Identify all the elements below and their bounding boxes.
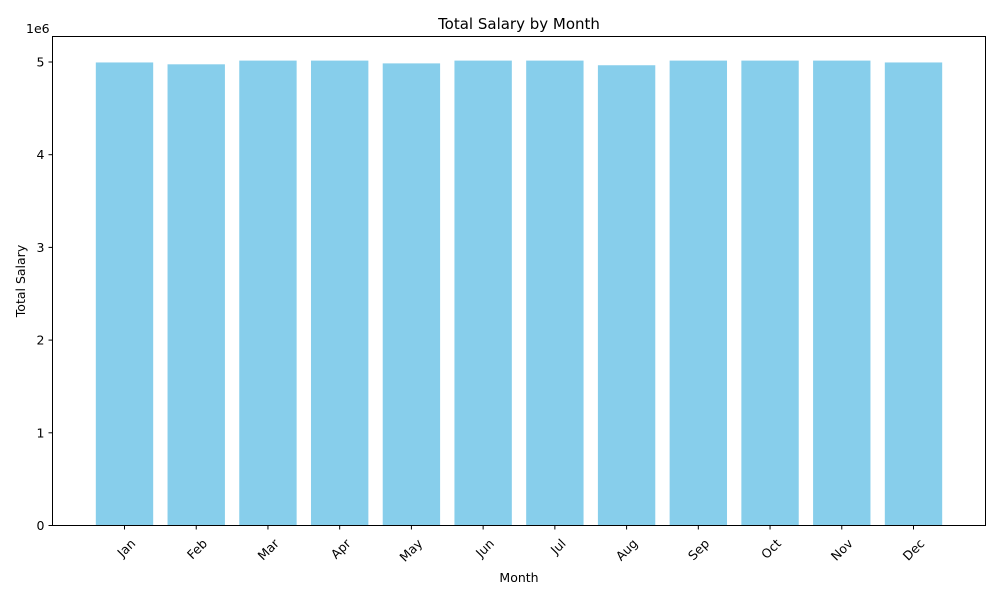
- bar-jun: [454, 60, 512, 526]
- bar-feb: [167, 64, 225, 526]
- x-tick-label: Oct: [758, 536, 784, 562]
- x-tick-label: Aug: [613, 536, 641, 564]
- x-axis-label: Month: [499, 570, 538, 585]
- y-offset-label: 1e6: [26, 21, 50, 36]
- x-tick-label: Feb: [184, 536, 210, 562]
- x-tick-label: Jun: [472, 536, 497, 561]
- y-tick-label: 3: [37, 240, 45, 255]
- y-tick-label: 5: [37, 54, 45, 69]
- chart-title: Total Salary by Month: [437, 15, 600, 33]
- plot-frame: [52, 36, 986, 526]
- x-tick-label: Mar: [255, 535, 283, 563]
- bar-dec: [884, 62, 943, 526]
- bar-oct: [741, 60, 799, 526]
- y-tick-label: 0: [37, 518, 45, 533]
- bar-nov: [813, 60, 871, 526]
- bar-mar: [239, 60, 297, 526]
- bars-group: [95, 60, 943, 526]
- bar-jan: [95, 62, 154, 526]
- x-tick-label: Apr: [328, 535, 355, 562]
- bar-may: [382, 63, 441, 526]
- y-axis-label: Total Salary: [13, 244, 28, 318]
- bar-sep: [669, 60, 728, 526]
- y-tick-label: 1: [37, 425, 45, 440]
- x-tick-label: Dec: [900, 536, 928, 564]
- x-tick-label: Jul: [547, 536, 569, 558]
- y-tick-label: 4: [37, 147, 45, 162]
- x-tick-label: May: [396, 535, 425, 564]
- x-tick-label: Nov: [828, 535, 856, 563]
- bar-jul: [526, 60, 584, 526]
- x-tick-label: Jan: [113, 536, 138, 561]
- bar-aug: [597, 65, 656, 526]
- bar-apr: [310, 60, 369, 526]
- x-tick-label: Sep: [685, 536, 712, 563]
- y-ticks-group: 0 1 2 3 4 5: [37, 54, 53, 533]
- y-tick-label: 2: [37, 333, 45, 348]
- x-ticks-group: Jan Feb Mar Apr May Jun Jul Aug Sep Oct Nov Dec: [113, 525, 928, 565]
